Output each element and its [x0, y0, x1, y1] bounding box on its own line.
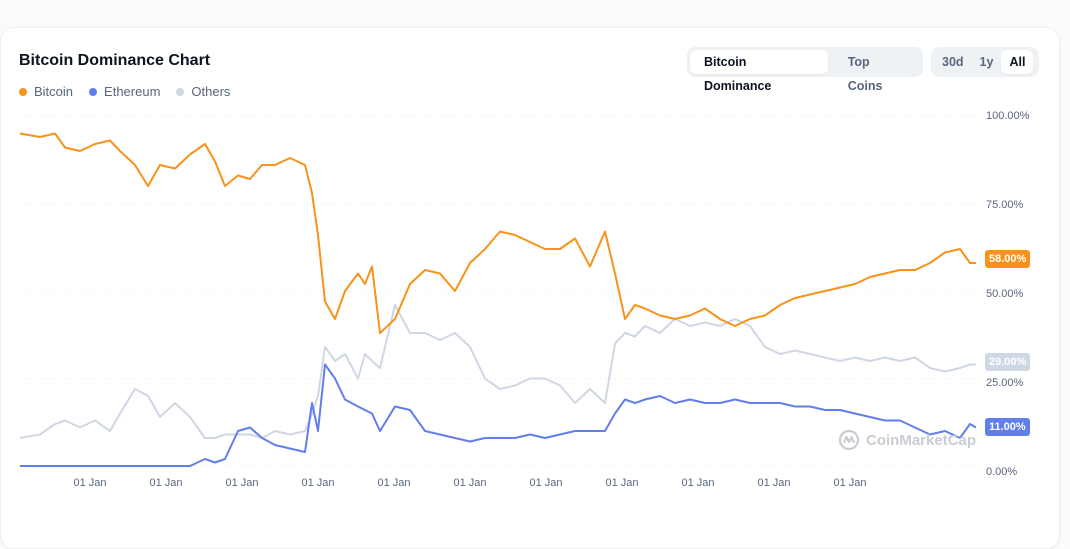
- legend-label: Bitcoin: [34, 84, 74, 99]
- range-30d[interactable]: 30d: [942, 55, 964, 69]
- coinmarketcap-watermark: CoinMarketCap: [838, 429, 976, 451]
- legend-label: Ethereum: [104, 84, 161, 99]
- x-tick: 01 Jan: [757, 477, 791, 489]
- bitcoin-current-badge: 58.00%: [985, 250, 1031, 268]
- x-tick: 01 Jan: [529, 477, 563, 489]
- others-current-badge: 29.00%: [985, 353, 1031, 371]
- legend-label: Others: [191, 84, 231, 99]
- x-tick: 01 Jan: [301, 477, 335, 489]
- ethereum-current-badge: 11.00%: [985, 418, 1030, 436]
- x-tick: 01 Jan: [149, 477, 183, 489]
- view-toggle: Bitcoin Dominance Top Coins: [687, 47, 923, 93]
- x-tick: 01 Jan: [681, 477, 715, 489]
- y-tick: 25.00%: [986, 377, 1024, 389]
- others-dot-icon: [176, 87, 185, 96]
- chart-title: Bitcoin Dominance Chart: [19, 52, 211, 69]
- range-1y[interactable]: 1y: [979, 55, 994, 69]
- ethereum-dot-icon: [89, 87, 98, 96]
- x-tick: 01 Jan: [453, 477, 487, 489]
- y-tick: 50.00%: [986, 288, 1024, 300]
- y-tick: 100.00%: [986, 110, 1030, 122]
- legend-item-others[interactable]: Others: [176, 84, 230, 99]
- tab-top-coins[interactable]: Top Coins: [847, 55, 883, 93]
- legend-item-ethereum[interactable]: Ethereum: [89, 84, 160, 99]
- x-tick: 01 Jan: [73, 477, 107, 489]
- tab-bitcoin-dominance[interactable]: Bitcoin Dominance: [690, 50, 828, 93]
- y-tick: 75.00%: [986, 199, 1024, 211]
- bitcoin-dot-icon: [19, 87, 27, 96]
- range-toggle: 30d 1y All: [931, 47, 1039, 77]
- series-line-ethereum[interactable]: [20, 363, 977, 467]
- chart-card: [0, 27, 1060, 549]
- y-tick: 0.00%: [986, 466, 1018, 478]
- watermark-text: CoinMarketCap: [866, 431, 977, 449]
- x-tick: 01 Jan: [225, 477, 259, 489]
- legend: Bitcoin Ethereum Others: [19, 84, 230, 99]
- series-line-bitcoin[interactable]: [19, 132, 976, 334]
- series-line-others[interactable]: [19, 304, 976, 439]
- x-tick: 01 Jan: [833, 477, 867, 489]
- x-tick: 01 Jan: [377, 477, 411, 489]
- legend-item-bitcoin[interactable]: Bitcoin: [19, 84, 73, 99]
- coinmarketcap-logo-icon: [838, 429, 860, 451]
- range-all[interactable]: All: [1001, 50, 1034, 74]
- x-tick: 01 Jan: [605, 477, 639, 489]
